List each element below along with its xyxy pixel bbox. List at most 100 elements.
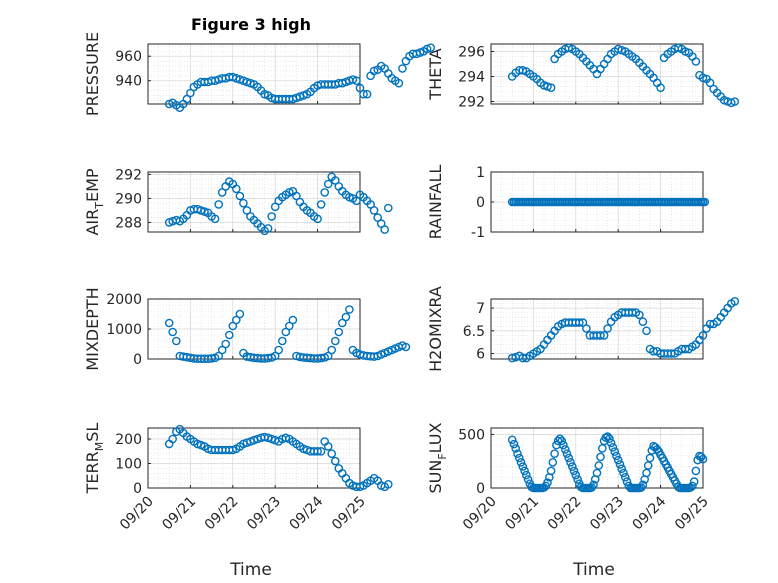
mixdepth-data-point [401,342,411,352]
rainfall-y-tick-label: 1 [476,165,485,181]
air-temp-data-point [323,179,333,189]
air-temp-data-point [380,225,390,234]
sun-flux-x-tick-label: 09/23 [587,494,627,534]
sun-flux-data-point [622,477,632,486]
air-temp-y-tick-label: 288 [115,215,142,231]
panel-rainfall: -1 0 1 RAINFALL [426,165,710,241]
h2omixra-y-tick-label: 6.5 [463,324,485,340]
theta-y-tick-label: 296 [458,45,485,61]
terr-msl-data-point [316,446,326,456]
h2omixra-data-point [582,324,591,333]
h2omixra-data-point [599,331,609,340]
sun-flux-data-point [571,470,581,480]
sun-flux-data-point [507,435,517,445]
sun-flux-data-point [518,462,528,471]
sun-flux-y-tick-label: 500 [458,427,485,443]
sun-flux-x-tick-label: 09/24 [630,493,670,533]
rainfall-data-point [700,197,710,207]
sun-flux-data-point [553,436,563,446]
sun-flux-data-point [594,461,604,470]
terr-msl-x-tick-label: 09/23 [244,494,284,534]
sun-flux-data-point [515,453,524,463]
air-temp-data-point [242,206,252,215]
air-temp-data-point [320,188,330,197]
sun-flux-data-point [543,478,552,487]
theta-y-tick-label: 294 [458,70,485,86]
sun-flux-data-point [615,460,625,469]
pressure-data-point [182,94,192,104]
sun-flux-data-point [605,434,614,444]
air-temp-data-point [231,184,241,194]
mixdepth-data-point [334,327,344,337]
sun-flux-y-tick-label: 0 [476,481,485,497]
air-temp-data-point [369,206,379,215]
sun-flux-data-point [509,439,519,449]
sun-flux-data-point [619,468,628,478]
terr-msl-x-tick-label: 09/22 [202,494,242,534]
mixdepth-data-point [337,318,347,328]
h2omixra-data-point [575,318,584,327]
panel-h2omixra: 6 6.5 7 H2OMIXRA [426,286,740,372]
air-temp-data-point [284,188,294,197]
pressure-data-point [369,66,379,76]
pressure-axes-frame [147,43,361,105]
pressure-data-point [359,89,368,99]
sun-flux-data-point [617,464,627,474]
sun-flux-data-point [511,444,521,453]
mixdepth-data-point [224,330,234,340]
h2omixra-data-point [635,310,644,320]
sun-flux-data-point [546,466,556,476]
h2omixra-y-axis-label: H2OMIXRA [426,286,445,372]
terr-msl-x-tick-label: 09/21 [159,494,199,534]
terr-msl-y-tick-label: 200 [115,432,142,448]
theta-y-tick-label: 292 [458,95,485,111]
terr-msl-data-point [323,442,333,451]
sun-flux-data-point [573,475,582,484]
pressure-data-point [352,76,361,85]
air-temp-data-point [239,198,248,208]
pressure-data-point [394,78,404,88]
mixdepth-data-point [171,336,181,346]
theta-data-point [705,78,715,88]
sun-flux-data-point [564,453,574,463]
air-temp-data-point [263,224,273,233]
h2omixra-data-point [730,296,740,306]
terr-msl-data-point [168,434,177,444]
sun-flux-data-point [523,475,533,484]
sun-flux-data-point [568,462,577,471]
sun-flux-x-tick-label: 09/22 [545,494,585,534]
mixdepth-data-point [235,309,245,319]
x-axis-label-left: Time [229,560,272,580]
mixdepth-y-tick-label: 0 [133,352,142,368]
x-axis-label-right: Time [572,560,615,580]
air-temp-y-tick-label: 292 [115,167,142,183]
sun-flux-data-point [560,445,570,454]
h2omixra-y-tick-label: 6 [476,347,485,363]
sun-flux-data-point [621,472,630,482]
air-temp-data-point [210,214,220,224]
terr-msl-data-point [383,479,393,489]
rainfall-y-tick-label: 0 [476,195,485,211]
mixdepth-data-point [274,345,284,355]
pressure-data-point [337,78,347,88]
sun-flux-data-point [698,454,708,464]
h2omixra-data-point [642,326,651,336]
sun-flux-data-point [516,457,526,467]
theta-data-point [546,83,556,92]
pressure-data-point [398,64,407,73]
air-temp-data-point [200,207,209,216]
sun-flux-data-point [520,466,529,476]
sun-flux-data-point [608,442,618,452]
sun-flux-data-point [522,470,531,480]
sun-flux-data-point [691,466,701,476]
figure-title: Figure 3 high [191,15,311,34]
terr-msl-data-point [330,456,340,466]
theta-data-point [656,83,665,92]
panel-terr-msl: 0 100 200 TERRMSL 09/20 09/21 09/22 09/23 09/24 0… [83,423,393,534]
mixdepth-data-point [164,318,174,328]
h2omixra-data-point [638,317,648,327]
panel-sun-flux: 0 500 SUNFLUX 09/20 09/21 09/22 09/23 09/24 09/2… [426,422,712,533]
mixdepth-data-point [221,339,230,349]
